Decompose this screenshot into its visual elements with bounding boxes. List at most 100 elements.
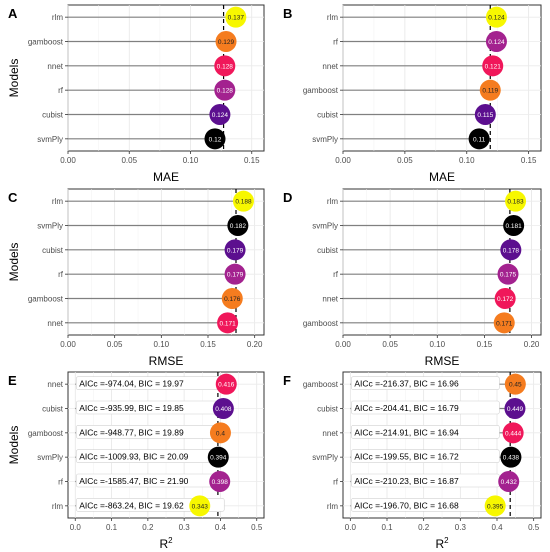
data-point (224, 239, 246, 261)
y-tick-label: cubist (42, 111, 64, 120)
y-tick-label: gamboost (303, 380, 339, 389)
y-tick-label: nnet (322, 295, 338, 304)
data-point (207, 446, 229, 468)
data-point (214, 79, 236, 101)
x-tick-label: 0.0 (70, 523, 82, 532)
data-label: 0.171 (496, 320, 513, 327)
data-label: 0.398 (212, 479, 229, 486)
data-label: 0.171 (219, 320, 236, 327)
data-label: 0.119 (482, 88, 498, 95)
y-tick-label: cubist (42, 246, 64, 255)
x-axis-title: R2 (159, 536, 173, 551)
fit-annotation: AICc =-196.70, BIC = 16.68 (354, 500, 459, 510)
data-label: 0.183 (507, 199, 524, 206)
x-tick-label: 0.1 (381, 523, 393, 532)
y-tick-label: cubist (42, 405, 64, 414)
data-label: 0.432 (501, 479, 518, 486)
panel-label: E (8, 373, 17, 388)
y-tick-label: nnet (322, 62, 338, 71)
y-tick-label: gamboost (28, 295, 64, 304)
data-point (212, 398, 234, 419)
y-tick-label: svmPly (37, 222, 63, 231)
x-axis-title: RMSE (425, 354, 460, 368)
data-point (485, 31, 507, 52)
x-tick-label: 0.10 (429, 340, 445, 349)
data-point (479, 79, 501, 101)
x-tick-label: 0.5 (528, 523, 540, 532)
data-label: 0.179 (227, 247, 244, 254)
data-point (500, 446, 522, 468)
data-label: 0.4 (216, 430, 225, 437)
data-label: 0.181 (506, 223, 523, 230)
data-point (482, 55, 504, 77)
panel-d: 0.00 0.05 0.10 0.15 0.20 rlm svmPly cubist rf nne… (283, 188, 542, 368)
data-label: 0.395 (487, 503, 504, 510)
panel-a: 0.00 0.05 0.10 0.15 rlm gamboost nnet rf cubist s… (7, 4, 265, 184)
x-tick-label: 0.4 (215, 523, 227, 532)
x-tick-label: 0.5 (251, 523, 263, 532)
y-tick-label: nnet (47, 380, 63, 389)
data-label: 0.45 (509, 382, 522, 389)
x-tick-label: 0.05 (382, 340, 398, 349)
x-tick-label: 0.10 (183, 156, 199, 165)
y-tick-label: rf (58, 86, 64, 95)
data-point (232, 190, 254, 212)
x-tick-label: 0.20 (247, 340, 263, 349)
data-label: 0.115 (477, 112, 493, 119)
data-point (504, 398, 526, 419)
panel-label: F (283, 373, 291, 388)
fit-annotation: AICc =-204.41, BIC = 16.79 (354, 403, 459, 413)
x-tick-label: 0.00 (335, 156, 351, 165)
data-point (215, 31, 237, 52)
panel-label: D (283, 190, 292, 205)
fit-annotation: AICc =-935.99, BIC = 19.85 (79, 403, 184, 413)
data-label: 0.172 (497, 296, 514, 303)
data-point (484, 495, 506, 517)
x-tick-label: 0.2 (418, 523, 430, 532)
x-tick-label: 0.05 (397, 156, 413, 165)
x-tick-label: 0.05 (121, 156, 137, 165)
annotation-box (351, 376, 500, 390)
y-tick-label: cubist (317, 405, 339, 414)
x-tick-label: 0.05 (107, 340, 123, 349)
panel-label: A (8, 6, 18, 21)
data-point (221, 288, 243, 309)
data-label: 0.129 (218, 39, 235, 46)
fit-annotation: AICc =-214.91, BIC = 16.94 (354, 427, 459, 437)
panel-b: 0.00 0.05 0.10 0.15 rlm rf nnet gamboost cubist s… (283, 4, 542, 184)
data-label: 0.179 (227, 272, 244, 279)
data-label: 0.137 (228, 15, 245, 22)
x-axis-title: R2 (435, 536, 449, 551)
data-point (502, 422, 524, 444)
x-tick-label: 0.1 (106, 523, 118, 532)
fit-annotation: AICc =-199.55, BIC = 16.72 (354, 452, 459, 462)
y-tick-label: svmPly (312, 222, 338, 231)
x-tick-label: 0.00 (60, 340, 76, 349)
data-label: 0.128 (217, 88, 234, 95)
fit-annotation: AICc =-863.24, BIC = 19.62 (79, 500, 184, 510)
x-tick-label: 0.15 (200, 340, 216, 349)
data-point (485, 6, 507, 28)
fit-annotation: AICc =-216.37, BIC = 16.96 (354, 379, 459, 389)
panel-label: C (8, 190, 18, 205)
plot-area (67, 4, 265, 152)
y-tick-label: nnet (47, 62, 63, 71)
data-point (498, 471, 520, 492)
panel-c: 0.00 0.05 0.10 0.15 0.20 rlm svmPly cubist rf gam… (7, 188, 265, 368)
data-point (474, 104, 496, 125)
data-label: 0.11 (473, 136, 486, 143)
x-axis-title-base: R (435, 537, 444, 551)
data-point (500, 239, 522, 261)
x-tick-label: 0.10 (459, 156, 475, 165)
x-axis-title: MAE (429, 170, 455, 184)
data-point (468, 128, 490, 150)
y-tick-label: rlm (327, 502, 338, 511)
data-label: 0.12 (209, 136, 222, 143)
data-point (214, 55, 236, 77)
y-tick-label: rlm (52, 13, 63, 22)
annotation-box (351, 400, 500, 415)
data-label: 0.394 (210, 455, 227, 462)
data-label: 0.124 (488, 15, 505, 22)
y-tick-label: svmPly (312, 453, 338, 462)
